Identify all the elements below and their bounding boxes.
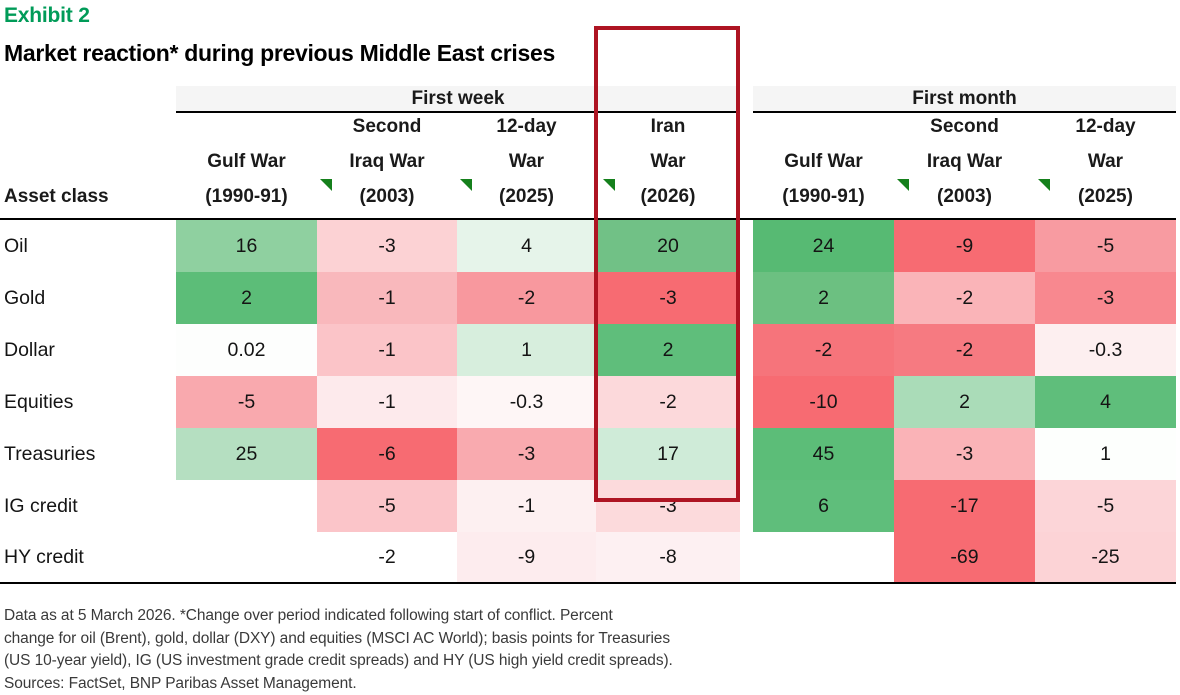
table-cell: -2 <box>317 532 457 584</box>
comment-flag-icon <box>460 179 472 191</box>
table-cell: 4 <box>457 220 596 272</box>
table-cell: -3 <box>596 272 740 324</box>
column-header-label: 12-day War (2025) <box>496 116 557 207</box>
table-cell: 45 <box>753 428 894 480</box>
table-cell: -5 <box>1035 480 1176 532</box>
table-cell: 1 <box>457 324 596 376</box>
column-header-label: Iran War (2026) <box>640 116 696 207</box>
band-spacer <box>0 86 176 113</box>
table-cell: -25 <box>1035 532 1176 584</box>
table-cell <box>753 532 894 584</box>
comment-flag-icon <box>603 179 615 191</box>
table-cell: 1 <box>1035 428 1176 480</box>
row-label: Dollar <box>0 324 176 376</box>
table-cell: 2 <box>176 272 317 324</box>
table-cell: -17 <box>894 480 1035 532</box>
column-header-month-second-iraq-war: Second Iraq War (2003) <box>894 113 1035 220</box>
row-label: HY credit <box>0 532 176 584</box>
table-cell: -3 <box>457 428 596 480</box>
table-cell: -5 <box>176 376 317 428</box>
table-cell: -1 <box>317 376 457 428</box>
table-cell: -8 <box>596 532 740 584</box>
table-cell: -9 <box>894 220 1035 272</box>
table-cell: -69 <box>894 532 1035 584</box>
table-cell <box>176 532 317 584</box>
column-gap <box>740 272 753 324</box>
table-cell: -2 <box>894 272 1035 324</box>
row-label: Gold <box>0 272 176 324</box>
table-cell: -5 <box>317 480 457 532</box>
column-header-label: 12-day War (2025) <box>1075 116 1136 207</box>
table-cell: 16 <box>176 220 317 272</box>
column-gap <box>740 428 753 480</box>
table-cell: 20 <box>596 220 740 272</box>
table-cell: -3 <box>1035 272 1176 324</box>
column-header-month-12-day-war: 12-day War (2025) <box>1035 113 1176 220</box>
column-gap <box>740 532 753 584</box>
footnote: Data as at 5 March 2026. *Change over pe… <box>4 607 673 692</box>
table-cell: 4 <box>1035 376 1176 428</box>
row-label: Oil <box>0 220 176 272</box>
asset-class-header: Asset class <box>0 113 176 220</box>
band-gap <box>740 86 753 113</box>
table-cell: 0.02 <box>176 324 317 376</box>
column-header-month-gulf-war: Gulf War (1990-91) <box>753 113 894 220</box>
column-header-week-second-iraq-war: Second Iraq War (2003) <box>317 113 457 220</box>
heatmap-table: First week First month Asset class Gulf … <box>0 86 1176 584</box>
table-cell: -2 <box>753 324 894 376</box>
table-cell: -1 <box>457 480 596 532</box>
row-label: Treasuries <box>0 428 176 480</box>
table-cell: -1 <box>317 272 457 324</box>
page-title: Market reaction* during previous Middle … <box>4 40 555 66</box>
exhibit-label: Exhibit 2 <box>4 4 90 27</box>
table-cell: -2 <box>894 324 1035 376</box>
table-cell: -10 <box>753 376 894 428</box>
comment-flag-icon <box>897 179 909 191</box>
table-cell: -3 <box>596 480 740 532</box>
row-label: IG credit <box>0 480 176 532</box>
table-cell: -2 <box>457 272 596 324</box>
column-header-week-12-day-war: 12-day War (2025) <box>457 113 596 220</box>
column-header-label: Second Iraq War (2003) <box>926 116 1003 207</box>
column-header-label: Second Iraq War (2003) <box>349 116 425 207</box>
column-header-gap <box>740 113 753 220</box>
table-cell: -0.3 <box>1035 324 1176 376</box>
table-cell: 6 <box>753 480 894 532</box>
table-cell: -1 <box>317 324 457 376</box>
comment-flag-icon <box>1038 179 1050 191</box>
table-cell: -3 <box>317 220 457 272</box>
column-gap <box>740 220 753 272</box>
band-first-month: First month <box>753 86 1176 113</box>
table-cell: -0.3 <box>457 376 596 428</box>
table-cell: 2 <box>753 272 894 324</box>
column-gap <box>740 480 753 532</box>
column-header-week-iran-war: Iran War (2026) <box>596 113 740 220</box>
table-cell <box>176 480 317 532</box>
table-cell: -3 <box>894 428 1035 480</box>
table-cell: 24 <box>753 220 894 272</box>
row-label: Equities <box>0 376 176 428</box>
table-cell: 2 <box>894 376 1035 428</box>
table-cell: 25 <box>176 428 317 480</box>
table-cell: -9 <box>457 532 596 584</box>
table-cell: 2 <box>596 324 740 376</box>
table-cell: -5 <box>1035 220 1176 272</box>
table-cell: -2 <box>596 376 740 428</box>
table-cell: 17 <box>596 428 740 480</box>
column-header-week-gulf-war: Gulf War (1990-91) <box>176 113 317 220</box>
column-gap <box>740 376 753 428</box>
band-first-week: First week <box>176 86 740 113</box>
comment-flag-icon <box>320 179 332 191</box>
table-cell: -6 <box>317 428 457 480</box>
column-gap <box>740 324 753 376</box>
